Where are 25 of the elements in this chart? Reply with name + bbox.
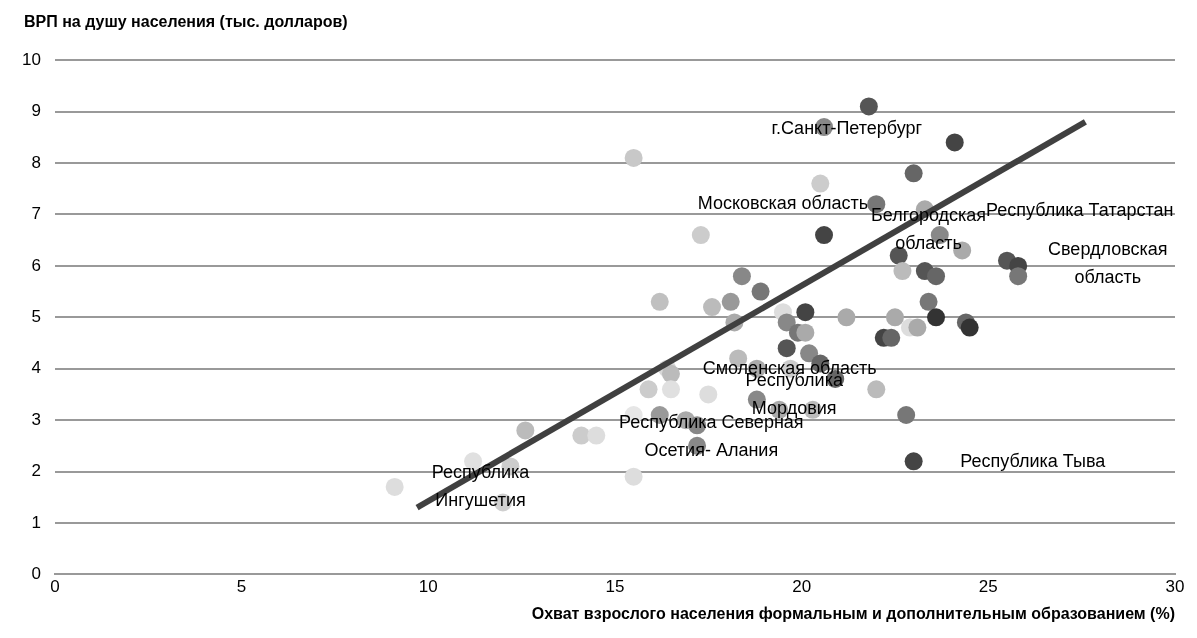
y-tick-label: 4 bbox=[31, 358, 41, 378]
x-axis-title: Охват взрослого населения формальным и дополнительным образованием (%) bbox=[531, 604, 1175, 622]
x-tick-label: 15 bbox=[605, 577, 625, 597]
x-tick-label: 0 bbox=[50, 577, 60, 597]
annotation: Республика Тыва bbox=[960, 450, 1107, 471]
x-tick-label: 25 bbox=[978, 577, 998, 597]
y-tick-label: 2 bbox=[31, 461, 41, 481]
annotation: Республика Татарстан bbox=[986, 200, 1174, 221]
y-tick-label: 10 bbox=[21, 49, 41, 69]
y-tick-label: 8 bbox=[31, 152, 41, 172]
x-tick-label: 10 bbox=[418, 577, 438, 597]
x-tick-label: 5 bbox=[236, 577, 247, 597]
annotation: г.Санкт-Петербург bbox=[771, 118, 923, 139]
y-tick-label: 7 bbox=[31, 204, 41, 224]
y-tick-label: 1 bbox=[31, 512, 41, 532]
annotation: Свердловская область bbox=[1048, 238, 1168, 287]
y-axis-title: ВРП на душу населения (тыс. долларов) bbox=[23, 12, 349, 32]
y-tick-label: 9 bbox=[31, 101, 41, 121]
x-tick-label: 20 bbox=[792, 577, 812, 597]
y-tick-label: 5 bbox=[31, 306, 41, 326]
y-tick-label: 0 bbox=[31, 564, 41, 584]
y-tick-label: 3 bbox=[31, 409, 41, 429]
y-tick-label: 6 bbox=[31, 255, 41, 275]
annotation: Московская область bbox=[697, 193, 869, 214]
x-tick-label: 30 bbox=[1165, 577, 1185, 597]
